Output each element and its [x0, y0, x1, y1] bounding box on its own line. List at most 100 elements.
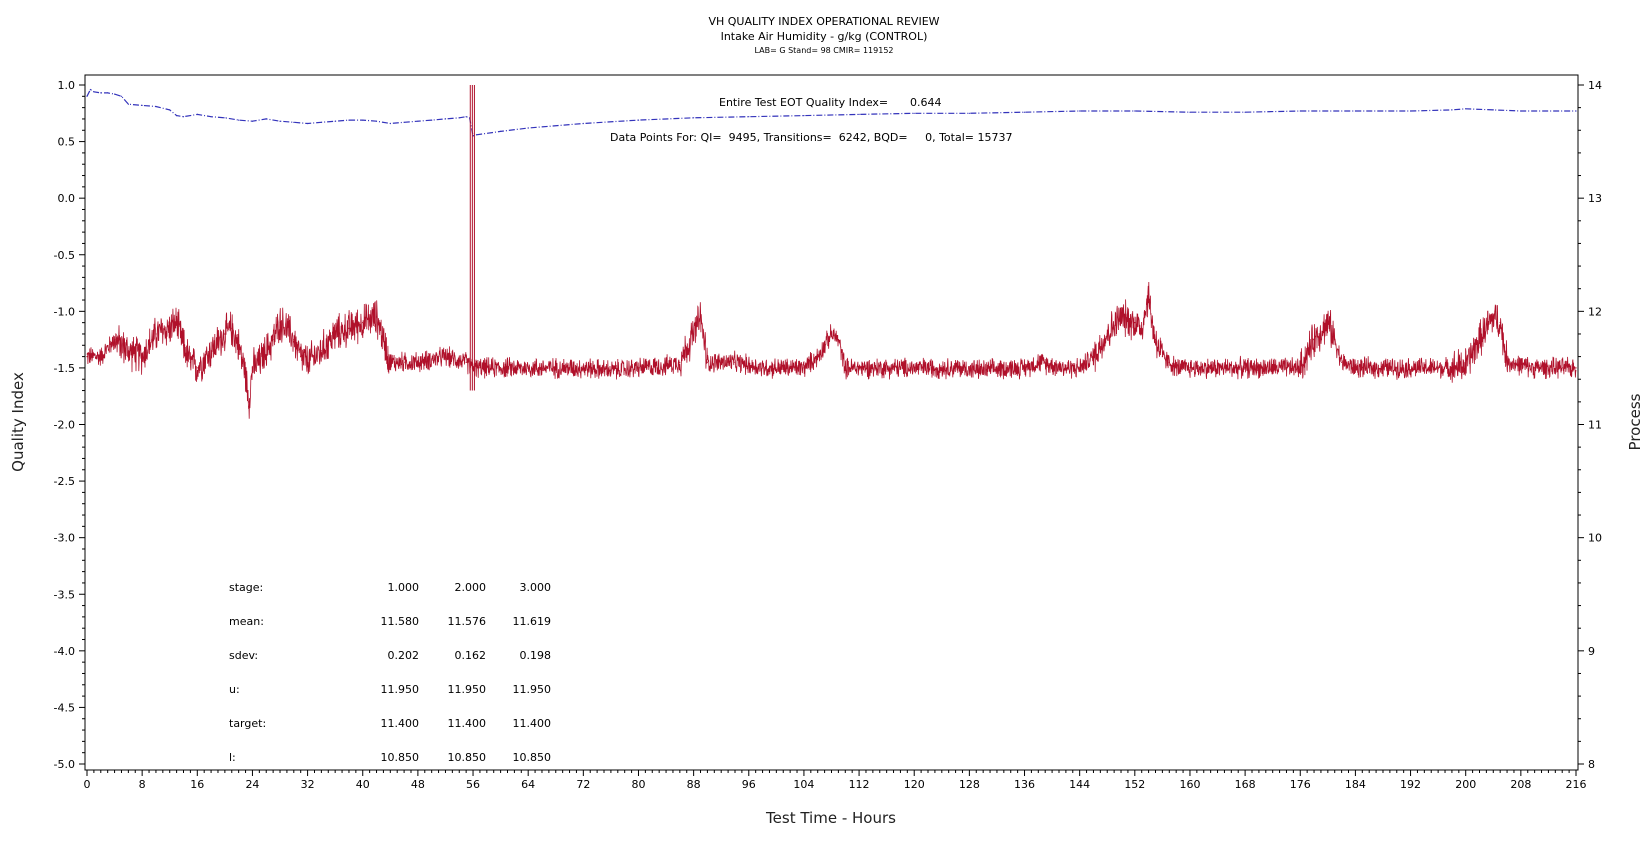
process-point	[1148, 293, 1150, 295]
process-point	[100, 356, 102, 358]
x-tick-label: 200	[1455, 778, 1476, 791]
lab-line: LAB= G Stand= 98 CMIR= 119152	[754, 46, 893, 55]
process-point	[1334, 339, 1336, 341]
process-point	[479, 367, 481, 369]
process-point	[114, 339, 116, 341]
quality-index-point	[1575, 110, 1577, 112]
process-point	[830, 333, 833, 335]
process-point	[465, 361, 467, 363]
x-tick-label: 8	[139, 778, 146, 791]
process-point	[1561, 367, 1563, 369]
process-point	[1037, 361, 1039, 363]
quality-index-point	[637, 119, 640, 121]
process-point	[1341, 361, 1343, 363]
process-point	[1065, 367, 1067, 369]
process-point	[189, 361, 191, 363]
quality-index-point	[114, 93, 116, 95]
quality-index-point	[127, 103, 129, 105]
quality-index-point	[1189, 111, 1191, 113]
y-right-tick-label: 10	[1588, 532, 1602, 545]
process-point	[582, 367, 584, 369]
x-tick-label: 168	[1235, 778, 1256, 791]
process-point	[555, 367, 557, 369]
x-tick-label: 88	[687, 778, 701, 791]
y-left-tick-label: -3.5	[54, 588, 75, 601]
process-point	[403, 361, 405, 363]
stats-row-value: 3.000	[520, 581, 552, 594]
quality-index-point	[403, 121, 405, 123]
quality-index-point	[458, 117, 460, 119]
process-point	[1396, 367, 1398, 369]
x-tick-label: 72	[576, 778, 590, 791]
y-right-tick-label: 9	[1588, 645, 1595, 658]
process-point	[665, 365, 667, 367]
process-point	[245, 373, 247, 375]
stats-row-value: 0.198	[520, 649, 552, 662]
y-left-tick-label: -1.0	[54, 305, 75, 318]
x-tick-label: 0	[84, 778, 91, 791]
process-point	[375, 316, 378, 318]
y-left-tick-label: 0.5	[58, 136, 76, 149]
quality-index-point	[307, 122, 309, 125]
x-tick-label: 48	[411, 778, 425, 791]
process-point	[300, 356, 302, 358]
process-point	[348, 327, 350, 329]
process-point	[1451, 367, 1453, 369]
stats-row-value: 11.950	[448, 683, 487, 696]
stats-row-value: 11.400	[381, 717, 420, 730]
x-tick-label: 16	[190, 778, 204, 791]
quality-index-point	[475, 134, 478, 136]
quality-index-point	[176, 115, 178, 117]
process-point	[231, 327, 233, 329]
y-right-tick-label: 14	[1588, 79, 1602, 92]
quality-index-point	[196, 113, 198, 115]
quality-index-point	[444, 118, 447, 120]
process-point	[1175, 367, 1177, 369]
process-point	[472, 367, 474, 369]
quality-index-point	[169, 109, 171, 111]
process-point	[734, 361, 736, 363]
process-point	[1141, 327, 1143, 329]
stats-row-value: 11.576	[448, 615, 487, 628]
process-point	[1465, 365, 1467, 367]
x-tick-label: 112	[849, 778, 870, 791]
quality-index-point	[431, 119, 433, 121]
process-point	[1534, 367, 1536, 369]
process-point	[1010, 367, 1012, 369]
process-point	[1437, 367, 1439, 369]
y-right-tick-label: 8	[1588, 758, 1595, 771]
process-point	[1506, 361, 1508, 363]
stats-row-value: 11.619	[513, 615, 552, 628]
stats-row-value: 11.400	[448, 717, 487, 730]
process-point	[293, 339, 295, 341]
quality-index-point	[1410, 110, 1412, 112]
quality-index-point	[465, 116, 467, 118]
quality-index-point	[238, 119, 240, 121]
process-point	[1079, 367, 1081, 369]
process-point	[1023, 367, 1026, 369]
quality-index-point	[693, 117, 695, 119]
y-left-tick-label: -1.5	[54, 362, 75, 375]
process-point	[1168, 361, 1170, 363]
process-point	[1154, 339, 1157, 341]
quality-index-point	[500, 130, 502, 132]
quality-index-point	[120, 95, 123, 97]
y-axis-left-label: Quality Index	[9, 372, 27, 472]
quality-index-point	[251, 120, 253, 122]
process-point	[1134, 322, 1136, 324]
stats-row-value: 10.850	[513, 751, 552, 764]
y-left-tick-label: 1.0	[58, 79, 76, 92]
process-point	[1151, 322, 1153, 324]
y-right-tick-label: 12	[1588, 305, 1602, 318]
process-point	[248, 401, 250, 403]
y-left-tick-label: -0.5	[54, 249, 75, 262]
quality-index-point	[1079, 110, 1081, 112]
process-point	[500, 367, 502, 369]
x-tick-label: 144	[1069, 778, 1090, 791]
process-point	[307, 361, 309, 363]
stats-row-label: u:	[229, 683, 240, 696]
stats-row-label: l:	[229, 751, 236, 764]
process-point	[417, 361, 419, 363]
process-point	[699, 316, 702, 318]
plot-frame	[84, 74, 1579, 771]
